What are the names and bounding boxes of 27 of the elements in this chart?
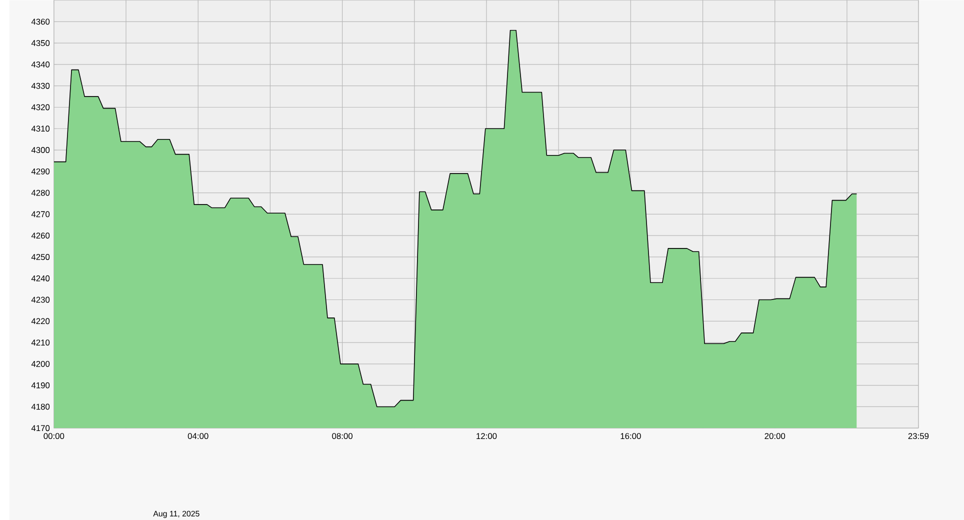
y-tick-label: 4360 [31, 18, 50, 25]
y-tick-label: 4290 [31, 168, 50, 174]
y-tick-label: 4310 [31, 126, 50, 132]
y-tick-label: 4340 [31, 61, 50, 68]
x-tick-label: 23:59 [908, 433, 929, 439]
y-tick-label: 4170 [31, 425, 50, 431]
x-tick-label: 12:00 [476, 433, 497, 439]
y-tick-label: 4260 [31, 232, 50, 238]
y-tick-label: 4230 [31, 296, 50, 303]
y-tick-label: 4220 [31, 318, 50, 324]
y-tick-label: 4270 [31, 211, 50, 218]
y-tick-label: 4250 [31, 254, 50, 260]
y-tick-label: 4200 [31, 360, 50, 367]
y-tick-label: 4320 [31, 104, 50, 110]
x-tick-label: 20:00 [764, 433, 786, 439]
y-tick-label: 4210 [31, 339, 50, 346]
y-tick-label: 4300 [31, 146, 50, 153]
y-tick-label: 4350 [31, 40, 50, 46]
x-tick-label: 00:00 [44, 433, 64, 439]
y-tick-label: 4180 [31, 404, 50, 410]
y-tick-label: 4240 [31, 275, 50, 282]
x-tick-label: 08:00 [332, 433, 352, 439]
x-tick-label: 04:00 [188, 433, 208, 439]
y-tick-label: 4280 [31, 190, 50, 196]
y-tick-label: 4330 [31, 82, 50, 89]
y-tick-label: 4190 [31, 382, 50, 388]
x-tick-label: 16:00 [620, 433, 641, 439]
